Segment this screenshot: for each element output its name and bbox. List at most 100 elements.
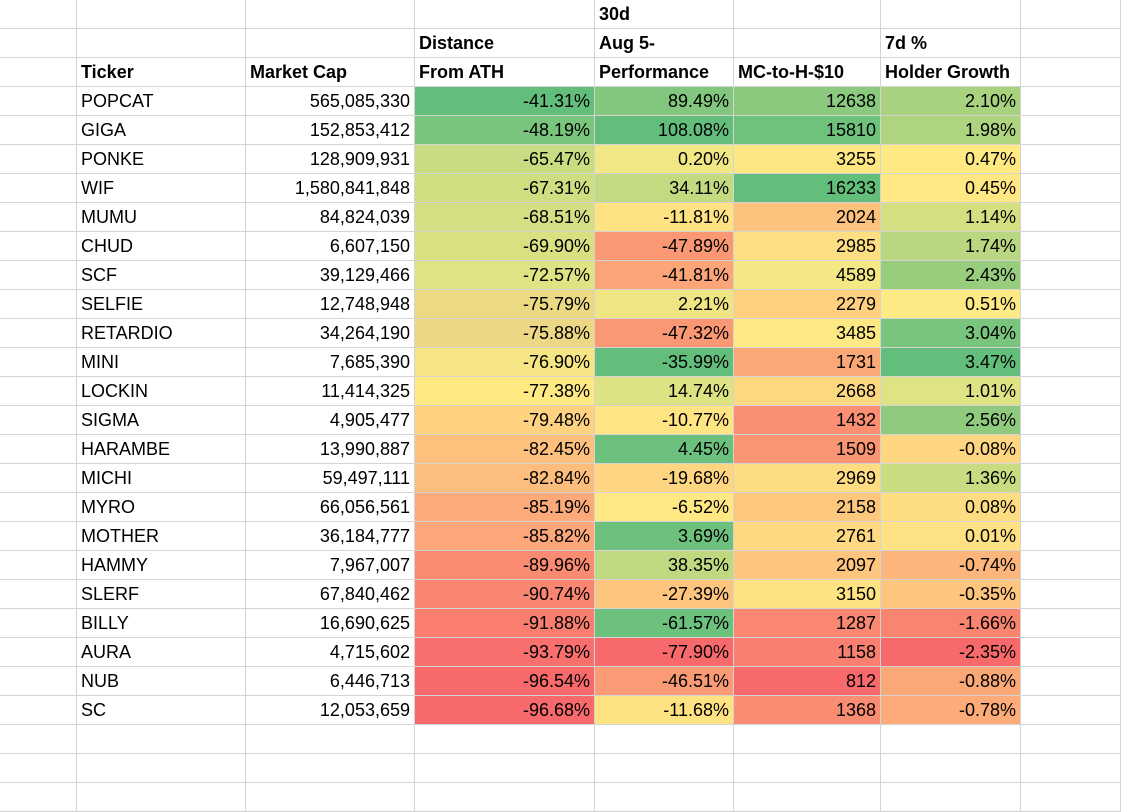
holder-cell[interactable]: 0.01% bbox=[881, 522, 1021, 551]
empty-cell[interactable] bbox=[595, 725, 734, 754]
header-cell[interactable] bbox=[734, 0, 881, 29]
holder-cell[interactable]: 0.45% bbox=[881, 174, 1021, 203]
ticker-cell[interactable]: HAMMY bbox=[77, 551, 246, 580]
mch-cell[interactable]: 2761 bbox=[734, 522, 881, 551]
header-cell[interactable] bbox=[1021, 0, 1121, 29]
empty-cell[interactable] bbox=[0, 290, 77, 319]
ath-cell[interactable]: -68.51% bbox=[415, 203, 595, 232]
perf-cell[interactable]: -47.32% bbox=[595, 319, 734, 348]
perf-cell[interactable]: -10.77% bbox=[595, 406, 734, 435]
ticker-cell[interactable]: MYRO bbox=[77, 493, 246, 522]
mch-cell[interactable]: 2097 bbox=[734, 551, 881, 580]
ticker-cell[interactable]: MINI bbox=[77, 348, 246, 377]
ticker-cell[interactable]: LOCKIN bbox=[77, 377, 246, 406]
mcap-cell[interactable]: 59,497,111 bbox=[246, 464, 415, 493]
header-cell[interactable]: 7d % bbox=[881, 29, 1021, 58]
mcap-cell[interactable]: 39,129,466 bbox=[246, 261, 415, 290]
empty-cell[interactable] bbox=[0, 87, 77, 116]
holder-cell[interactable]: 2.43% bbox=[881, 261, 1021, 290]
ath-cell[interactable]: -77.38% bbox=[415, 377, 595, 406]
empty-cell[interactable] bbox=[246, 725, 415, 754]
empty-cell[interactable] bbox=[595, 783, 734, 812]
empty-cell[interactable] bbox=[0, 754, 77, 783]
ticker-cell[interactable]: MOTHER bbox=[77, 522, 246, 551]
mcap-cell[interactable]: 67,840,462 bbox=[246, 580, 415, 609]
mcap-cell[interactable]: 4,715,602 bbox=[246, 638, 415, 667]
mcap-cell[interactable]: 6,607,150 bbox=[246, 232, 415, 261]
mch-cell[interactable]: 12638 bbox=[734, 87, 881, 116]
mch-cell[interactable]: 1731 bbox=[734, 348, 881, 377]
mcap-cell[interactable]: 4,905,477 bbox=[246, 406, 415, 435]
ath-cell[interactable]: -96.54% bbox=[415, 667, 595, 696]
empty-cell[interactable] bbox=[0, 116, 77, 145]
header-cell[interactable] bbox=[415, 0, 595, 29]
ticker-cell[interactable]: AURA bbox=[77, 638, 246, 667]
empty-cell[interactable] bbox=[0, 464, 77, 493]
mch-cell[interactable]: 1368 bbox=[734, 696, 881, 725]
empty-cell[interactable] bbox=[0, 522, 77, 551]
ticker-cell[interactable]: NUB bbox=[77, 667, 246, 696]
ath-cell[interactable]: -48.19% bbox=[415, 116, 595, 145]
ticker-cell[interactable]: SCF bbox=[77, 261, 246, 290]
empty-cell[interactable] bbox=[1021, 203, 1121, 232]
empty-cell[interactable] bbox=[0, 58, 77, 87]
holder-cell[interactable]: -0.74% bbox=[881, 551, 1021, 580]
empty-cell[interactable] bbox=[734, 725, 881, 754]
perf-cell[interactable]: 38.35% bbox=[595, 551, 734, 580]
mch-cell[interactable]: 1287 bbox=[734, 609, 881, 638]
header-cell[interactable] bbox=[246, 0, 415, 29]
ath-cell[interactable]: -90.74% bbox=[415, 580, 595, 609]
empty-cell[interactable] bbox=[734, 783, 881, 812]
perf-cell[interactable]: 2.21% bbox=[595, 290, 734, 319]
empty-cell[interactable] bbox=[1021, 783, 1121, 812]
holder-cell[interactable]: 2.10% bbox=[881, 87, 1021, 116]
empty-cell[interactable] bbox=[0, 0, 77, 29]
empty-cell[interactable] bbox=[881, 783, 1021, 812]
empty-cell[interactable] bbox=[1021, 696, 1121, 725]
empty-cell[interactable] bbox=[1021, 145, 1121, 174]
ticker-cell[interactable]: SIGMA bbox=[77, 406, 246, 435]
header-cell[interactable]: 30d bbox=[595, 0, 734, 29]
mcap-cell[interactable]: 11,414,325 bbox=[246, 377, 415, 406]
empty-cell[interactable] bbox=[0, 348, 77, 377]
ath-cell[interactable]: -82.45% bbox=[415, 435, 595, 464]
mch-cell[interactable]: 2024 bbox=[734, 203, 881, 232]
mch-cell[interactable]: 1509 bbox=[734, 435, 881, 464]
empty-cell[interactable] bbox=[1021, 464, 1121, 493]
perf-cell[interactable]: 3.69% bbox=[595, 522, 734, 551]
ticker-cell[interactable]: RETARDIO bbox=[77, 319, 246, 348]
empty-cell[interactable] bbox=[0, 638, 77, 667]
empty-cell[interactable] bbox=[1021, 87, 1121, 116]
mcap-cell[interactable]: 66,056,561 bbox=[246, 493, 415, 522]
holder-cell[interactable]: -1.66% bbox=[881, 609, 1021, 638]
ath-cell[interactable]: -41.31% bbox=[415, 87, 595, 116]
ticker-cell[interactable]: GIGA bbox=[77, 116, 246, 145]
header-cell[interactable]: Ticker bbox=[77, 58, 246, 87]
ticker-cell[interactable]: SLERF bbox=[77, 580, 246, 609]
holder-cell[interactable]: 3.04% bbox=[881, 319, 1021, 348]
ticker-cell[interactable]: HARAMBE bbox=[77, 435, 246, 464]
perf-cell[interactable]: 89.49% bbox=[595, 87, 734, 116]
holder-cell[interactable]: -0.78% bbox=[881, 696, 1021, 725]
header-cell[interactable]: Aug 5- bbox=[595, 29, 734, 58]
perf-cell[interactable]: -11.81% bbox=[595, 203, 734, 232]
empty-cell[interactable] bbox=[415, 754, 595, 783]
header-cell[interactable] bbox=[77, 0, 246, 29]
empty-cell[interactable] bbox=[246, 783, 415, 812]
ticker-cell[interactable]: MICHI bbox=[77, 464, 246, 493]
mcap-cell[interactable]: 1,580,841,848 bbox=[246, 174, 415, 203]
holder-cell[interactable]: 1.14% bbox=[881, 203, 1021, 232]
empty-cell[interactable] bbox=[1021, 638, 1121, 667]
empty-cell[interactable] bbox=[1021, 261, 1121, 290]
ticker-cell[interactable]: BILLY bbox=[77, 609, 246, 638]
ath-cell[interactable]: -75.79% bbox=[415, 290, 595, 319]
header-cell[interactable] bbox=[77, 29, 246, 58]
empty-cell[interactable] bbox=[0, 319, 77, 348]
empty-cell[interactable] bbox=[1021, 609, 1121, 638]
empty-cell[interactable] bbox=[1021, 290, 1121, 319]
mch-cell[interactable]: 1432 bbox=[734, 406, 881, 435]
mch-cell[interactable]: 1158 bbox=[734, 638, 881, 667]
mcap-cell[interactable]: 7,685,390 bbox=[246, 348, 415, 377]
empty-cell[interactable] bbox=[0, 406, 77, 435]
perf-cell[interactable]: -47.89% bbox=[595, 232, 734, 261]
